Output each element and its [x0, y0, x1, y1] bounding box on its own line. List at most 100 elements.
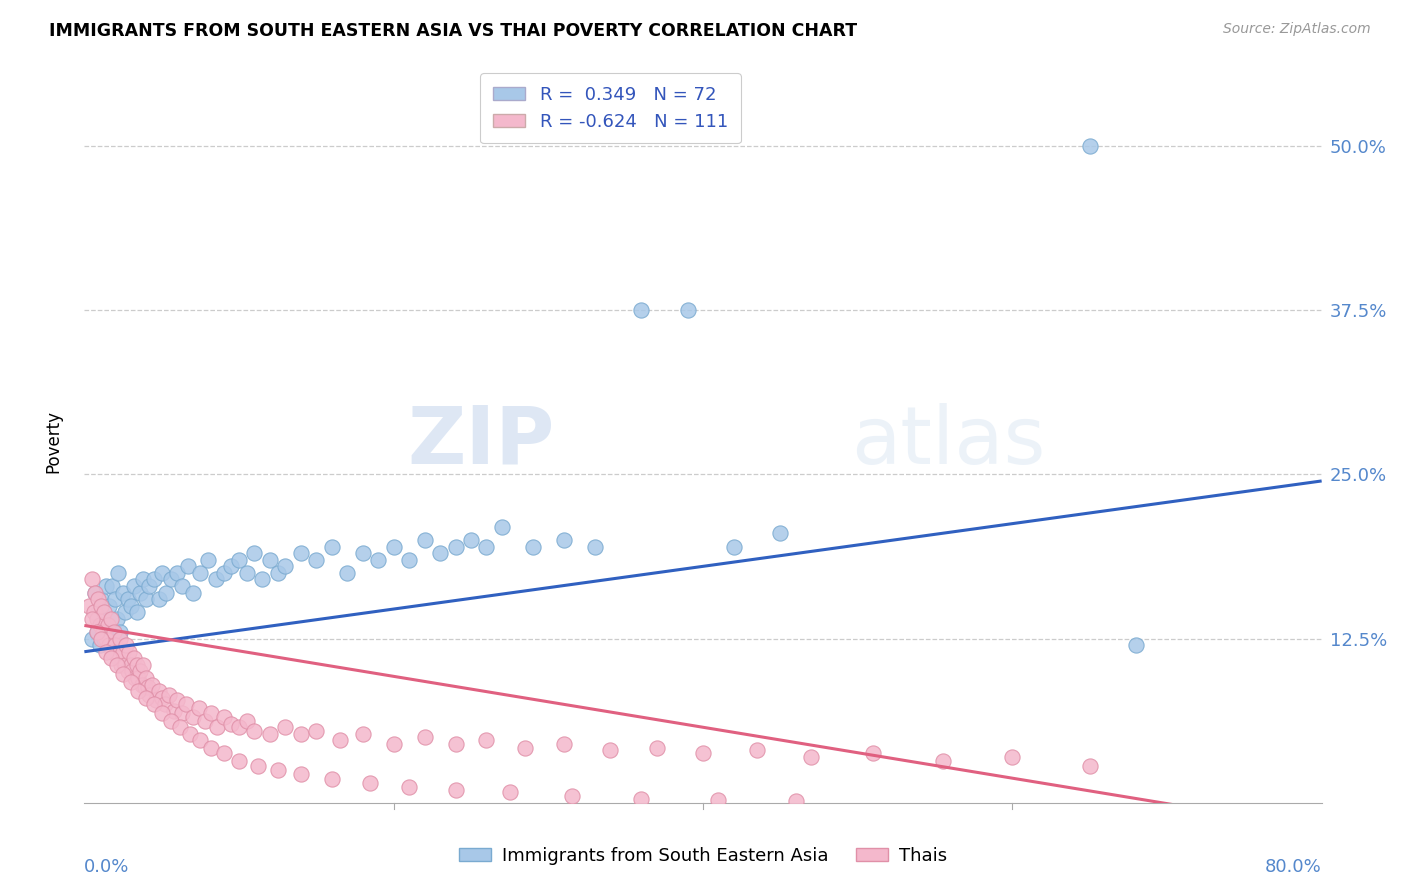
Point — [235, 566, 259, 580]
Point — [160, 573, 183, 587]
Point — [150, 706, 173, 721]
Point — [177, 559, 200, 574]
Point — [243, 546, 266, 560]
Point — [86, 612, 108, 626]
Point — [259, 553, 281, 567]
Point — [630, 303, 652, 318]
Point — [499, 785, 522, 799]
Point — [101, 645, 124, 659]
Point — [100, 651, 122, 665]
Point — [219, 717, 242, 731]
Point — [93, 632, 115, 646]
Point — [112, 667, 135, 681]
Point — [290, 546, 312, 560]
Point — [862, 746, 884, 760]
Point — [98, 638, 121, 652]
Point — [135, 592, 157, 607]
Point — [228, 553, 250, 567]
Point — [153, 698, 176, 712]
Point — [274, 559, 297, 574]
Point — [94, 579, 117, 593]
Text: 0.0%: 0.0% — [84, 858, 129, 876]
Point — [228, 754, 250, 768]
Point — [553, 533, 575, 547]
Point — [87, 592, 110, 607]
Point — [382, 540, 405, 554]
Point — [250, 573, 273, 587]
Point — [382, 737, 405, 751]
Point — [169, 720, 191, 734]
Point — [212, 710, 235, 724]
Point — [645, 740, 668, 755]
Legend: R =  0.349   N = 72, R = -0.624   N = 111: R = 0.349 N = 72, R = -0.624 N = 111 — [481, 73, 741, 144]
Point — [181, 710, 204, 724]
Point — [132, 573, 155, 587]
Point — [127, 671, 149, 685]
Point — [148, 592, 170, 607]
Point — [159, 688, 180, 702]
Point — [104, 638, 127, 652]
Point — [135, 671, 157, 685]
Point — [86, 625, 108, 640]
Point — [110, 657, 132, 672]
Point — [170, 579, 193, 593]
Point — [118, 645, 141, 659]
Point — [84, 585, 107, 599]
Point — [91, 625, 114, 640]
Point — [120, 675, 142, 690]
Point — [117, 665, 139, 679]
Point — [630, 792, 652, 806]
Point — [98, 599, 121, 613]
Point — [150, 566, 173, 580]
Point — [745, 743, 768, 757]
Point — [93, 605, 115, 619]
Point — [352, 727, 374, 741]
Point — [170, 706, 193, 721]
Point — [188, 566, 211, 580]
Point — [274, 720, 297, 734]
Point — [143, 698, 166, 712]
Point — [413, 533, 436, 547]
Point — [228, 720, 250, 734]
Point — [267, 566, 290, 580]
Point — [553, 737, 575, 751]
Point — [1078, 759, 1101, 773]
Point — [86, 625, 108, 640]
Point — [96, 618, 118, 632]
Point — [107, 566, 129, 580]
Point — [104, 592, 127, 607]
Point — [181, 585, 204, 599]
Point — [89, 618, 111, 632]
Point — [129, 585, 152, 599]
Point — [115, 638, 138, 652]
Point — [522, 540, 544, 554]
Point — [290, 767, 312, 781]
Point — [197, 553, 219, 567]
Point — [77, 599, 100, 613]
Point — [112, 585, 135, 599]
Point — [96, 618, 118, 632]
Point — [89, 638, 111, 652]
Point — [166, 693, 188, 707]
Point — [150, 690, 173, 705]
Point — [103, 625, 125, 640]
Point — [82, 612, 104, 626]
Point — [328, 732, 352, 747]
Point — [94, 632, 117, 646]
Point — [105, 612, 128, 626]
Point — [1001, 749, 1024, 764]
Point — [114, 605, 136, 619]
Point — [160, 714, 183, 729]
Point — [194, 714, 217, 729]
Point — [122, 651, 145, 665]
Point — [360, 776, 382, 790]
Point — [138, 579, 160, 593]
Point — [515, 740, 537, 755]
Point — [114, 657, 136, 672]
Point — [321, 772, 343, 786]
Point — [246, 759, 269, 773]
Point — [83, 605, 105, 619]
Point — [91, 612, 114, 626]
Point — [103, 625, 125, 640]
Text: Poverty: Poverty — [45, 410, 62, 473]
